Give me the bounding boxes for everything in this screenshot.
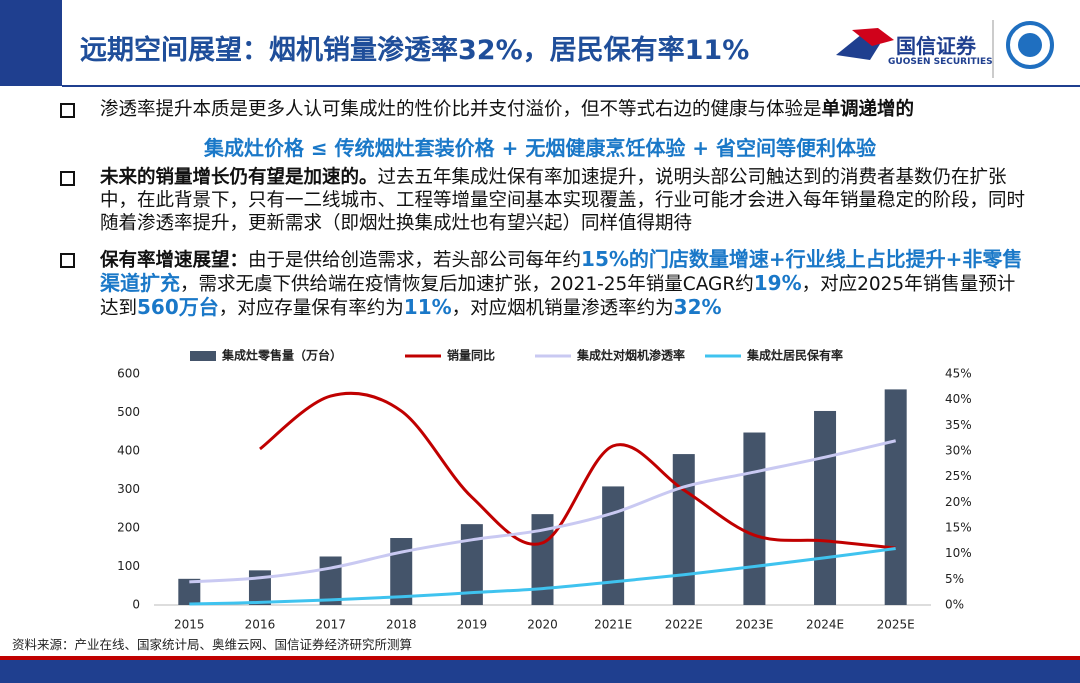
text-run: ，对应烟机销量渗透率约为 [451,298,674,319]
text-run: 渗透率提升本质是更多人认可集成灶的性价比并支付溢价，但不等式右边的健康与体验是 [100,99,822,120]
logo-text: GUOSEN SECURITIES [888,57,993,67]
text-run: 单调递增的 [821,99,915,120]
bar [460,524,483,605]
y2-tick-label: 25% [945,469,972,483]
bullet-text: 未来的销量增长仍有望是加速的。过去五年集成灶保有率加速提升，说明头部公司触达到的… [100,166,1030,235]
bullet-box [60,171,75,186]
text-run: 保有率增速展望： [100,250,249,271]
footer-bar [0,660,1080,683]
y-tick-label: 500 [117,405,140,419]
bar [743,432,766,605]
bullet: 保有率增速展望：由于是供给创造需求，若头部公司每年约15%的门店数量增速+行业线… [60,248,1030,320]
x-tick-label: 2021E [594,618,632,632]
text-run: ，对应存量保有率约为 [218,298,404,319]
line [259,391,896,550]
text-run: 15%的门店数量增速+行业线上占比提升+非零售渠道扩充 [100,247,1023,295]
bar [178,578,201,605]
text-run: 11% [403,295,452,319]
footer-stripe [0,656,1080,660]
y2-tick-label: 35% [945,418,972,432]
legend-label: 集成灶零售量（万台） [221,348,342,363]
y2-tick-label: 15% [945,521,972,535]
bullet-box [60,253,75,268]
x-tick-label: 2016 [245,618,276,632]
y-tick-label: 0 [132,598,140,612]
bar [884,389,907,605]
x-tick-label: 2022E [665,618,703,632]
y2-tick-label: 30% [945,444,972,458]
y-tick-label: 400 [117,444,140,458]
bar [319,556,342,605]
x-tick-label: 2025E [877,618,915,632]
line [189,439,897,584]
source: 资料来源：产业在线、国家统计局、奥维云网、国信证券经济研究所测算 [12,637,413,652]
y2-tick-label: 45% [945,367,972,381]
y2-tick-label: 40% [945,392,972,406]
bullet: 未来的销量增长仍有望是加速的。过去五年集成灶保有率加速提升，说明头部公司触达到的… [60,166,1030,235]
text-run: 由于是供给创造需求，若头部公司每年约 [248,250,582,271]
x-tick-label: 2024E [806,618,844,632]
text-run: ，需求无虞下供给端在疫情恢复后加速扩张，2021-25年销量CAGR约 [180,274,754,295]
bar [602,486,625,605]
legend-label: 集成灶居民保有率 [746,348,843,363]
title: 远期空间展望：烟机销量渗透率32%，居民保有率11% [80,35,750,66]
text-run: 32% [673,295,722,319]
x-tick-label: 2017 [315,618,346,632]
y-tick-label: 200 [117,521,140,535]
x-tick-label: 2018 [386,618,417,632]
text-run: 未来的销量增长仍有望是加速的。 [100,167,378,188]
text-run: ，对应2025年销售量预计达到 [100,274,1016,319]
legend-label: 集成灶对烟机渗透率 [576,348,685,363]
bullet: 渗透率提升本质是更多人认可集成灶的性价比并支付溢价，但不等式右边的健康与体验是单… [60,98,1030,121]
legend-label: 销量同比 [447,348,495,363]
y-tick-label: 600 [117,367,140,381]
x-tick-label: 2019 [457,618,488,632]
y2-tick-label: 10% [945,546,972,560]
y2-tick-label: 0% [945,598,964,612]
bar [531,514,554,605]
text-run: 19% [753,271,802,295]
y-tick-label: 100 [117,559,140,573]
text-run: 过去五年集成灶保有率加速提升，说明头部公司触达到的消费者基数仍在扩张中，在此背景… [100,167,1026,234]
y2-tick-label: 5% [945,572,964,586]
y2-tick-label: 20% [945,495,972,509]
logo-text: 国信证券 [896,34,976,58]
line [189,547,896,606]
bar [672,454,695,605]
y-tick-label: 300 [117,482,140,496]
x-tick-label: 2015 [174,618,205,632]
bullet-box [60,103,75,118]
header-bar [0,0,62,86]
logo-mark [852,28,894,46]
text-run: 560万台 [137,295,219,319]
x-tick-label: 2020 [527,618,558,632]
x-tick-label: 2023E [735,618,773,632]
legend-swatch [190,351,216,361]
emblem [1018,33,1042,57]
bullet-text: 保有率增速展望：由于是供给创造需求，若头部公司每年约15%的门店数量增速+行业线… [100,248,1030,320]
bar [814,410,837,605]
formula: 集成灶价格 ≤ 传统烟灶套装价格 + 无烟健康烹饪体验 + 省空间等便利体验 [203,136,877,160]
bullet-text: 渗透率提升本质是更多人认可集成灶的性价比并支付溢价，但不等式右边的健康与体验是单… [100,98,1030,121]
